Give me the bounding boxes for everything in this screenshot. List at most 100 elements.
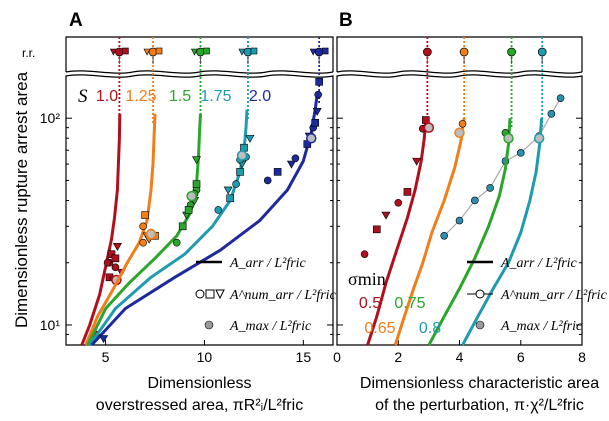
data-point xyxy=(112,243,122,251)
x-tick-label: 4 xyxy=(456,349,464,365)
main-box xyxy=(65,74,334,346)
legend-square xyxy=(205,289,215,299)
data-point xyxy=(192,156,202,165)
x-tick-label: 10 xyxy=(197,349,213,365)
data-point xyxy=(139,222,147,231)
series-curve xyxy=(88,109,249,346)
param-symbol: σmin xyxy=(348,269,386,289)
series-label: 1.25 xyxy=(125,88,156,105)
data-point xyxy=(184,206,193,214)
max-marker xyxy=(503,132,514,144)
grey-data-point xyxy=(440,231,448,240)
grey-data-point xyxy=(516,149,525,157)
grey-data-point xyxy=(486,184,494,192)
data-point xyxy=(223,186,233,195)
series-curve xyxy=(461,118,544,346)
rr-marker-tri xyxy=(309,48,317,56)
data-point xyxy=(232,180,240,188)
series-curve xyxy=(84,113,157,346)
legend-max-marker xyxy=(475,320,485,330)
rr-marker-tri xyxy=(191,48,198,56)
legend-circle xyxy=(195,289,205,299)
data-point xyxy=(394,198,403,207)
y-tick-label: 10¹ xyxy=(40,317,61,333)
rr-marker xyxy=(537,47,547,57)
rr-marker-square xyxy=(321,47,329,55)
data-point xyxy=(139,238,147,247)
x-tick-label: 15 xyxy=(296,349,312,365)
data-point xyxy=(291,154,300,163)
legend-max-marker xyxy=(204,320,214,330)
max-marker xyxy=(145,228,157,240)
data-point xyxy=(226,194,234,203)
series-curve xyxy=(80,113,122,346)
x-tick-label: 2 xyxy=(394,349,402,365)
data-point xyxy=(273,168,282,176)
series-label: 0.5 xyxy=(359,295,381,312)
rr-marker-square xyxy=(203,47,210,55)
grey-data-point xyxy=(556,94,565,102)
series-curve xyxy=(393,117,466,346)
series-curve xyxy=(427,118,512,346)
x-tick-label: 6 xyxy=(517,349,525,365)
x-axis-label-line1: Dimensionless xyxy=(147,375,251,392)
data-point xyxy=(373,225,381,234)
grey-data-point xyxy=(455,216,464,225)
rr-marker xyxy=(459,47,469,57)
legend-label-num: A^num_arr / L²fric xyxy=(229,288,337,303)
data-point xyxy=(172,238,181,247)
data-point xyxy=(236,168,244,176)
data-point xyxy=(240,143,248,152)
series-label: 0.8 xyxy=(419,320,441,337)
data-point xyxy=(111,254,120,263)
data-point xyxy=(314,90,322,99)
legend-label-max: A_max / L²fric xyxy=(229,319,312,334)
data-point xyxy=(286,160,296,169)
data-point xyxy=(103,258,112,267)
x-axis-label-line2: overstressed area, πR²ᵢ/L²fric xyxy=(96,397,303,414)
rr-marker xyxy=(507,47,516,57)
series-label: 1.5 xyxy=(169,88,191,105)
rr-box xyxy=(336,36,583,72)
rr-marker-square xyxy=(122,47,129,55)
param-symbol: S xyxy=(78,86,88,107)
series-label: 1.75 xyxy=(200,88,231,105)
panel-b: 0 2 4 6 8 Dimensionless characteristic area of… xyxy=(333,36,608,414)
max-marker xyxy=(423,122,435,133)
max-marker xyxy=(454,127,465,139)
x-axis-label-line1: Dimensionless characteristic area xyxy=(360,375,599,392)
grey-data-point xyxy=(547,110,556,118)
rr-marker-tri xyxy=(143,48,151,56)
y-tick-label: 10² xyxy=(40,110,61,126)
panel-b-label: B xyxy=(339,10,353,31)
data-point xyxy=(178,222,187,231)
data-point xyxy=(315,77,323,86)
rr-marker-square xyxy=(250,47,258,55)
data-point xyxy=(245,134,255,143)
max-marker xyxy=(186,190,197,202)
data-point xyxy=(263,176,272,185)
data-point xyxy=(107,250,116,258)
main-box xyxy=(336,74,583,346)
rr-marker-tri xyxy=(238,48,246,56)
series-label: 0.65 xyxy=(364,320,395,337)
rr-break-top xyxy=(336,70,583,74)
rr-box xyxy=(65,36,334,72)
data-point xyxy=(403,188,412,196)
legend-label-num: A^num_arr / L²fric xyxy=(500,288,608,303)
series-label: 2.0 xyxy=(249,88,271,105)
grey-connector xyxy=(443,97,562,237)
series-curve xyxy=(366,118,428,346)
data-point xyxy=(412,157,422,166)
data-point xyxy=(312,107,322,116)
panel-a: 5 10 15 10¹ 10² Dimensionless overstressed are… xyxy=(40,36,337,414)
legend-circle xyxy=(475,289,485,299)
data-point xyxy=(141,211,149,219)
series-curve xyxy=(90,94,319,347)
rr-marker-square xyxy=(155,47,163,55)
legend-label-arr: A_arr / L²fric xyxy=(229,256,307,271)
legend-label-max: A_max / L²fric xyxy=(500,319,583,334)
x-axis-label-line2: of the perturbation, π·χ²/L²fric xyxy=(375,397,584,414)
legend-tri xyxy=(215,289,225,300)
